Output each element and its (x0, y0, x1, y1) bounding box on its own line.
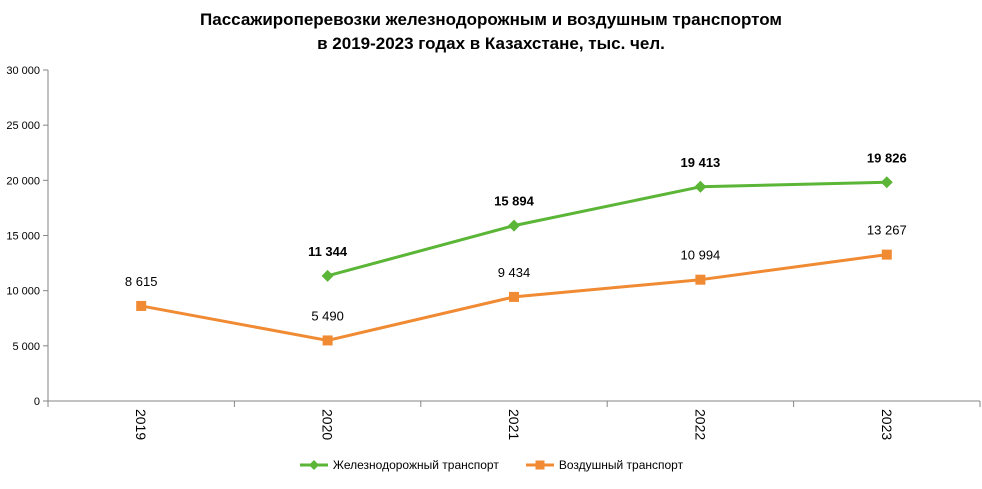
data-point-marker (321, 269, 334, 282)
data-label: 10 994 (681, 248, 721, 263)
data-label: 19 413 (681, 155, 721, 170)
x-tick-label: 2019 (133, 409, 149, 440)
data-label: 9 434 (498, 265, 531, 280)
y-tick-label: 25 000 (6, 120, 40, 132)
data-point-marker (881, 249, 892, 260)
series-line-0 (327, 180, 887, 278)
chart-title: Пассажироперевозки железнодорожным и воз… (0, 8, 982, 56)
x-tick-label: 2020 (320, 409, 336, 440)
chart-legend: Железнодорожный транспорт Воздушный тран… (0, 458, 982, 472)
y-tick-label: 15 000 (6, 231, 40, 243)
data-point-marker (880, 176, 893, 189)
data-label: 5 490 (311, 308, 344, 323)
legend-item-air: Воздушный транспорт (525, 458, 683, 472)
legend-item-rail: Железнодорожный транспорт (299, 458, 499, 472)
x-tick-label: 2023 (879, 409, 895, 440)
x-tick-label: 2022 (692, 409, 708, 440)
data-label: 11 344 (308, 244, 348, 259)
data-point-marker (695, 274, 706, 285)
chart-title-line-1: Пассажироперевозки железнодорожным и воз… (200, 10, 782, 29)
y-tick-label: 30 000 (6, 65, 40, 77)
x-tick-label: 2021 (506, 409, 522, 440)
legend-label-air: Воздушный транспорт (558, 458, 684, 472)
legend-rail-swatch (299, 460, 328, 470)
data-label: 19 826 (867, 150, 907, 165)
data-point-marker (694, 180, 707, 193)
chart-title-line-2: в 2019-2023 годах в Казахстане, тыс. чел… (317, 34, 665, 53)
y-tick-label: 10 000 (6, 286, 40, 298)
data-point-marker (509, 291, 519, 302)
data-label: 15 894 (494, 194, 535, 209)
data-label: 13 267 (867, 223, 907, 238)
y-tick-label: 5 000 (12, 341, 40, 353)
data-point-marker (136, 300, 147, 311)
legend-label-rail: Железнодорожный транспорт (332, 458, 499, 472)
data-point-marker (322, 335, 333, 346)
y-tick-label: 0 (34, 396, 40, 408)
legend-air-swatch (525, 460, 554, 470)
data-point-marker (508, 219, 520, 232)
y-tick-label: 20 000 (6, 175, 40, 187)
data-label: 8 615 (125, 274, 158, 289)
